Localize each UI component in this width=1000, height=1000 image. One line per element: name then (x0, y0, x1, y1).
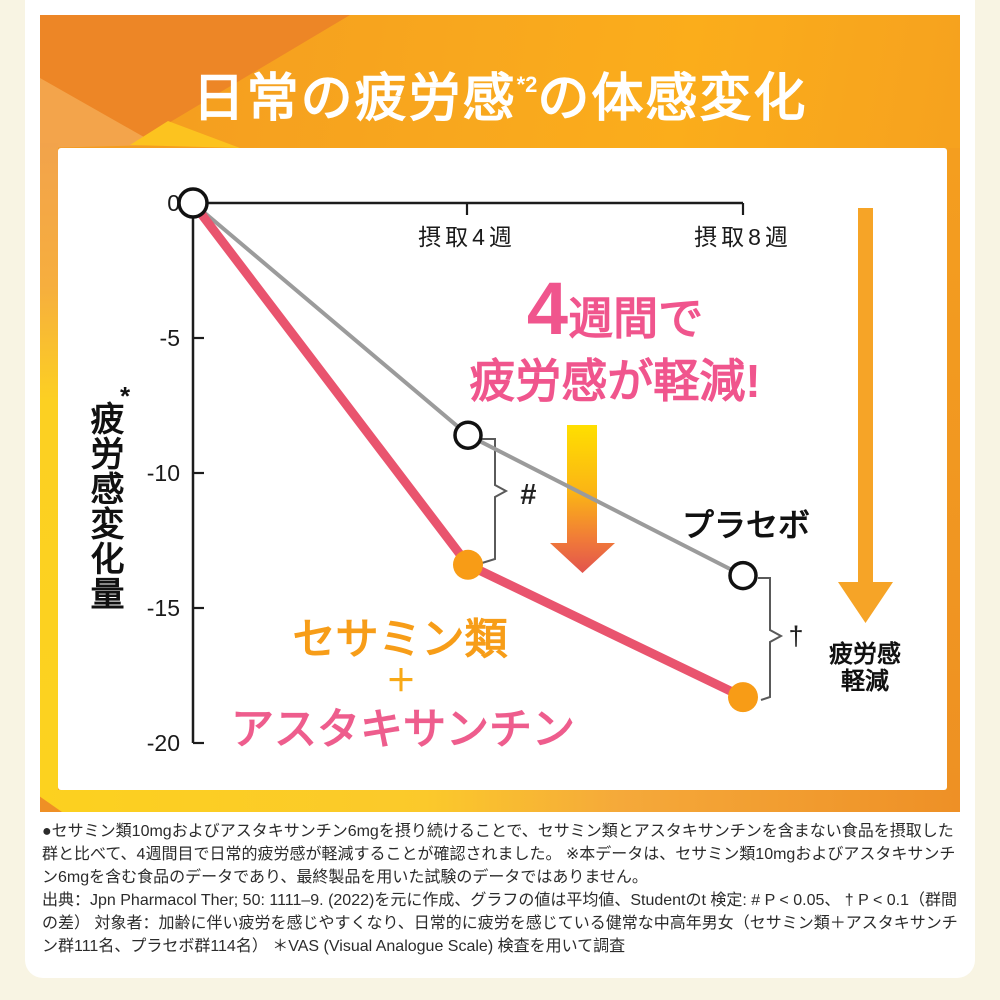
data-point (728, 560, 758, 591)
bottom-border-stripe (40, 790, 960, 812)
footnote-study-summary: ●セサミン類10mgおよびアスタキサンチン6mgを摂り続けることで、セサミン類と… (42, 823, 956, 886)
page-title-superscript: *2 (516, 72, 538, 97)
y-tick-label: -20 (147, 730, 180, 756)
page-title-text-2: の体感変化 (537, 70, 808, 128)
headline-line1: 4週間で (469, 272, 760, 356)
y-axis-ticks: 0 -5 -10 -15 -20 (147, 190, 204, 756)
page-title: 日常の疲労感*2の体感変化 (40, 55, 960, 129)
headline-line1-rest: 週間で (568, 293, 704, 344)
y-tick-label: 0 (167, 190, 180, 216)
data-point (453, 420, 483, 450)
dagger-bracket (758, 577, 784, 701)
headline-big-number: 4 (526, 267, 569, 350)
data-point (728, 682, 758, 713)
headline: 4週間で 疲労感が軽減! (469, 272, 761, 407)
content-card: 日常の疲労感*2の体感変化 (25, 0, 975, 978)
placebo-series-label: プラセボ (681, 507, 811, 543)
highlight-arrow (550, 425, 615, 573)
fatigue-line-chart: 0 -5 -10 -15 -20 (147, 187, 893, 756)
left-border-stripe (40, 143, 58, 790)
x-axis-label-week4: 摂取4週 (418, 224, 516, 250)
astaxanthin-series-label: アスタキサンチン (231, 706, 575, 754)
chart-panel: 0 -5 -10 -15 -20 摂取4週 摂取8週 疲労感変化量 * 4週間で 疲労感… (58, 148, 947, 790)
headline-line2: 疲労感が軽減! (469, 355, 761, 407)
y-axis-title: 疲労感変化量 (85, 401, 123, 611)
y-tick-label: -15 (147, 595, 180, 621)
data-point (453, 549, 483, 580)
sesamin-series-label: セサミン類 (292, 616, 508, 664)
reduction-arrow (838, 208, 893, 623)
significance-hash: # (519, 479, 537, 511)
y-tick-label: -5 (160, 325, 180, 351)
header-banner: 日常の疲労感*2の体感変化 (40, 15, 960, 812)
page-title-text: 日常の疲労感 (192, 70, 517, 128)
data-point (177, 187, 209, 219)
significance-dagger: † (788, 621, 804, 651)
y-axis-title-note: * (120, 381, 131, 411)
footnotes: ●セサミン類10mgおよびアスタキサンチン6mgを摂り続けることで、セサミン類と… (42, 820, 958, 958)
series-layer (177, 187, 758, 713)
hash-bracket (480, 438, 509, 564)
y-tick-label: -10 (147, 460, 180, 486)
right-border-stripe (947, 148, 960, 790)
footnote-source: 出典：Jpn Pharmacol Ther; 50: 1111–9. (2022… (42, 892, 958, 955)
plus-sign-label: ＋ (386, 665, 416, 698)
x-axis-label-week8: 摂取8週 (694, 224, 792, 250)
fatigue-reduction-label: 疲労感 軽減 (829, 641, 901, 695)
